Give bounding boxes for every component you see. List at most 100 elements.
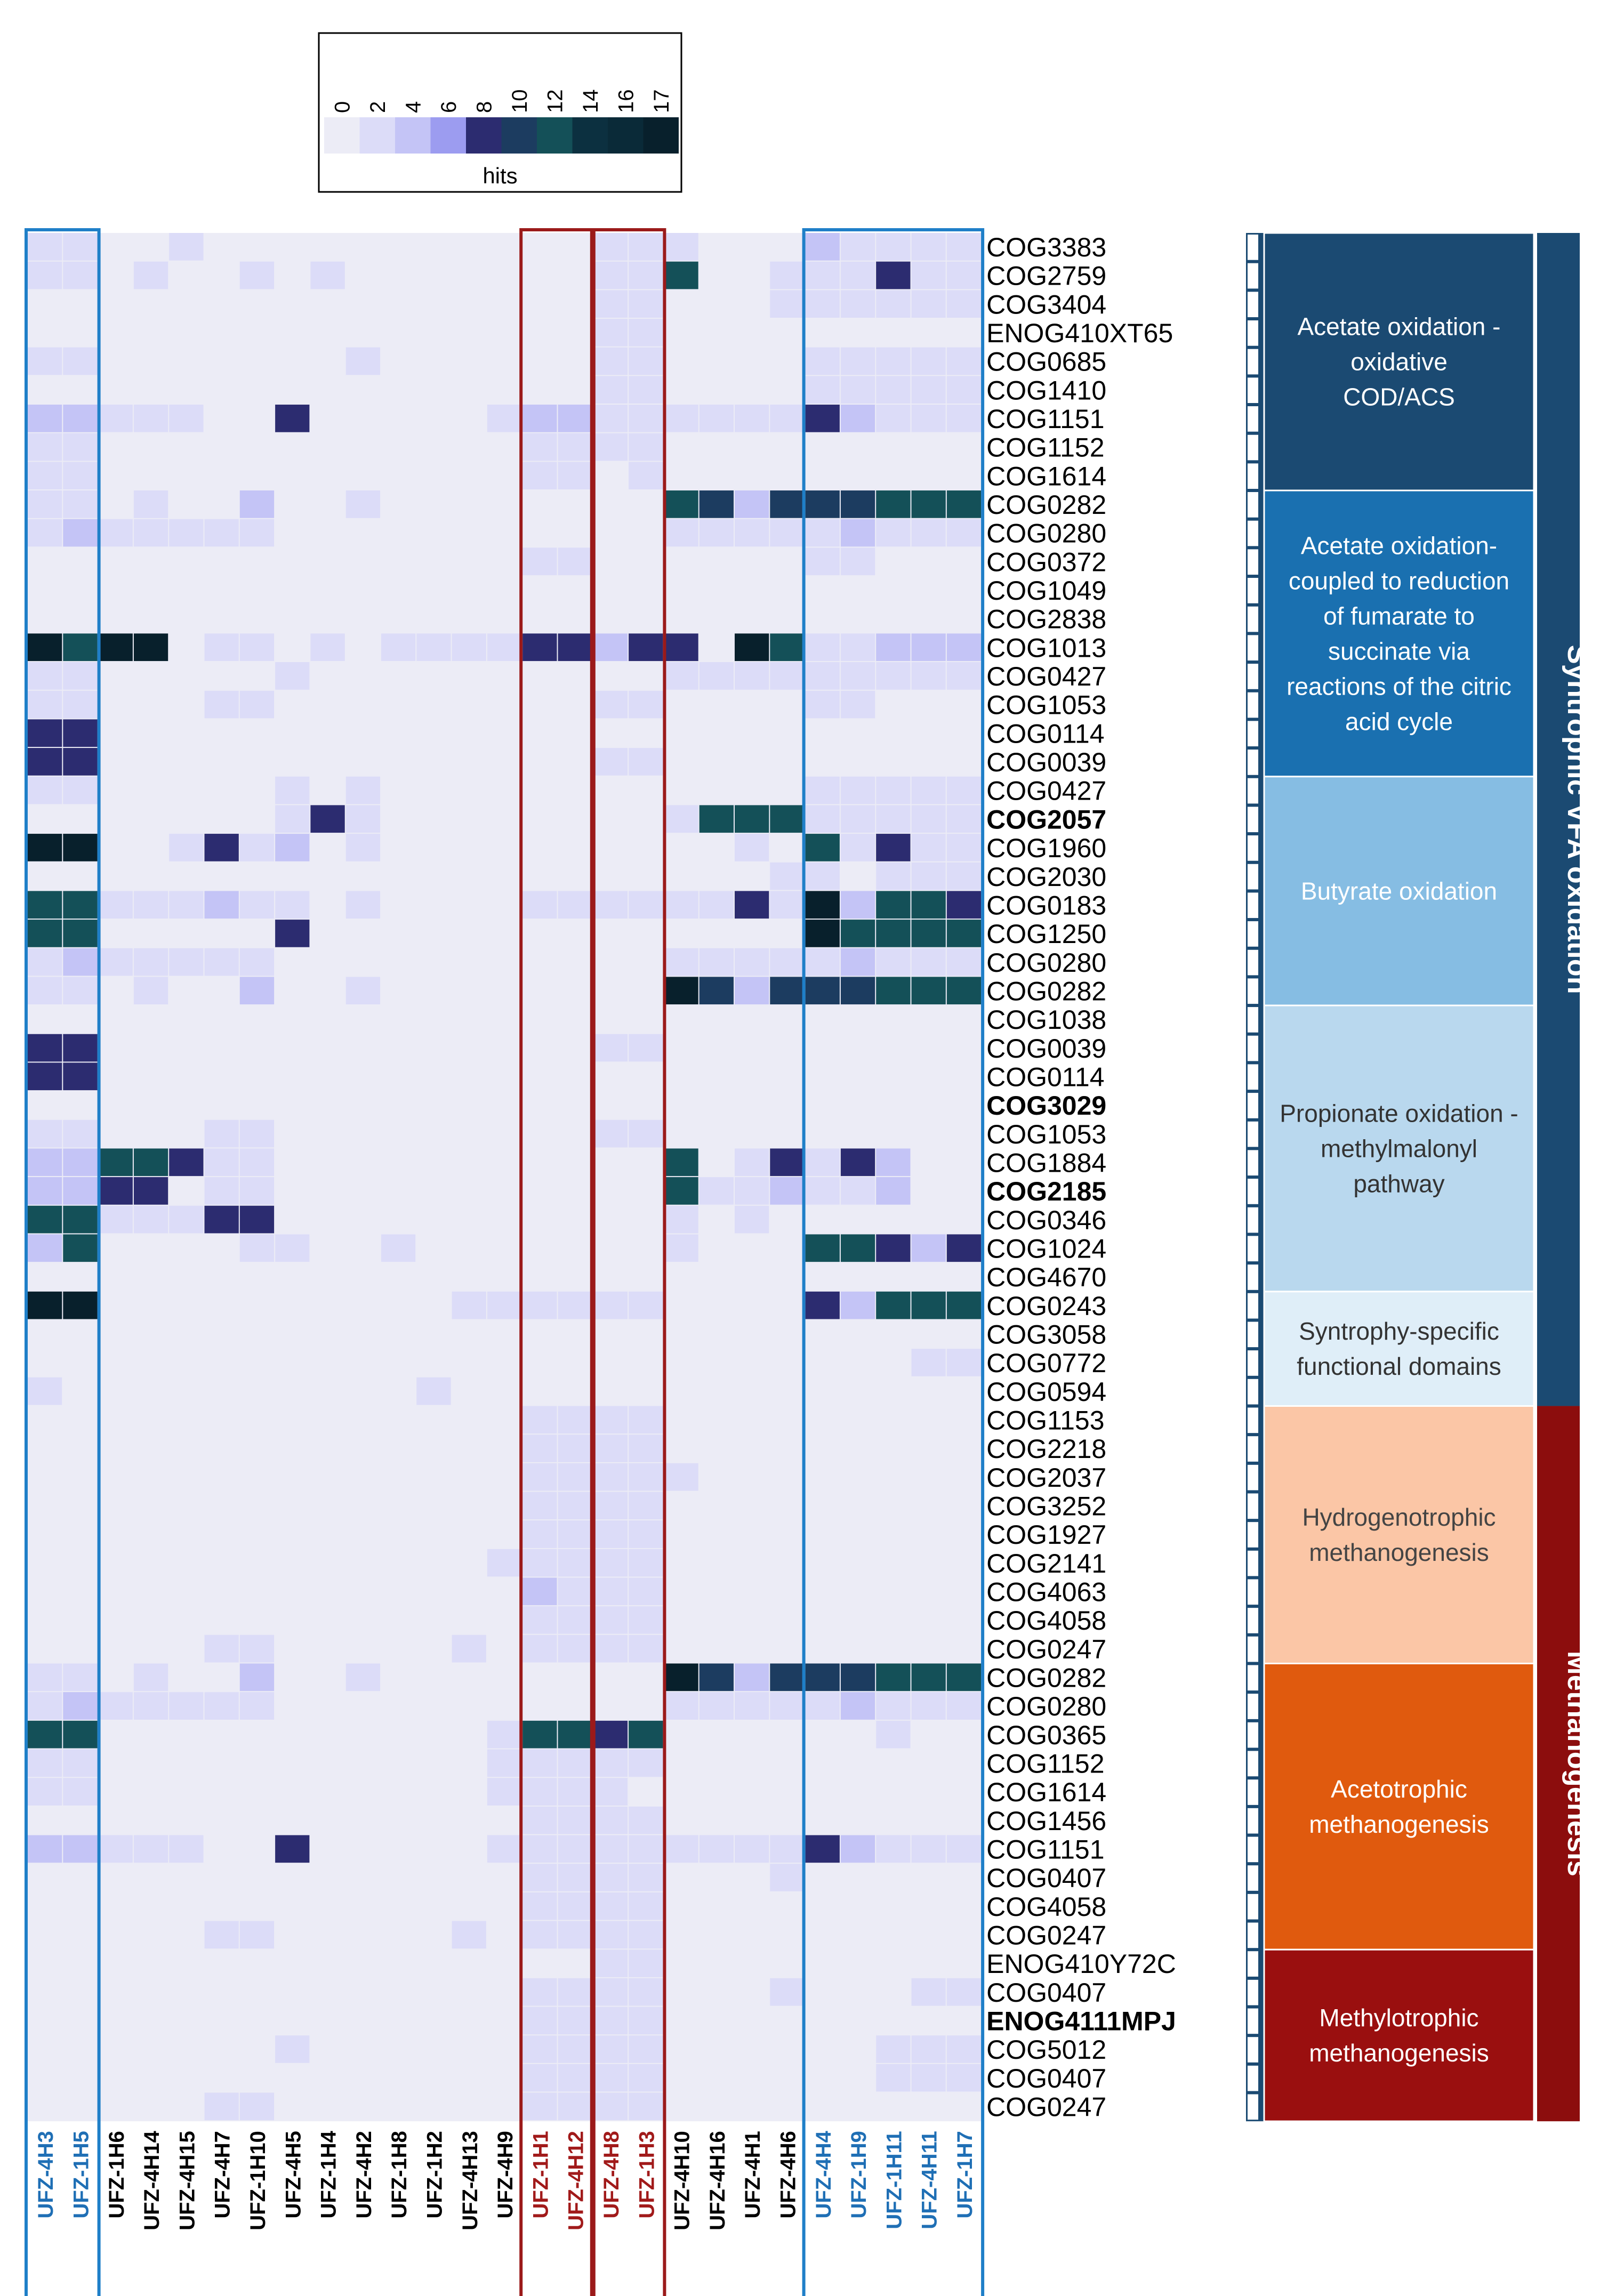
heatmap-cell [805,547,840,576]
heatmap-cell [275,891,310,919]
legend-title: hits [483,163,517,188]
heatmap-cell [452,891,486,919]
heatmap-cell [452,977,486,1005]
heatmap-cell [593,605,628,633]
heatmap-cell [275,776,310,804]
heatmap-cell [946,1692,982,1720]
heatmap-cell [629,547,663,576]
heatmap-cell [805,920,840,947]
heatmap-cell [416,1463,451,1491]
heatmap-cell [28,977,62,1005]
heatmap-cell [558,347,592,375]
heatmap-cell [416,1577,451,1606]
heatmap-cell [239,1463,275,1491]
heatmap-cell [805,1892,840,1920]
heatmap-cell [911,1692,946,1720]
category-tick [1248,1236,1258,1262]
heatmap-cell [275,2035,310,2063]
column-label: UFZ-1H2 [423,2131,446,2218]
heatmap-cell [63,490,98,518]
heatmap-cell [629,1463,663,1491]
heatmap-cell [840,1520,875,1548]
heatmap-cell [770,1949,805,1977]
row-label: COG0247 [986,1634,1106,1664]
heatmap-cell [63,433,98,461]
heatmap-cell [840,1377,875,1405]
heatmap-cell [805,1778,840,1806]
heatmap-cell [28,2092,62,2121]
heatmap-cell [629,1320,663,1348]
heatmap-cell [204,1463,239,1491]
heatmap-cell [629,1291,663,1319]
heatmap-cell [911,1921,946,1949]
heatmap-cell [381,1205,416,1234]
heatmap-cell [558,662,592,690]
heatmap-cell [345,1978,380,2006]
legend-tick-label: 2 [366,101,390,113]
heatmap-cell [840,1177,875,1205]
heatmap-cell [204,633,239,662]
heatmap-cell [558,376,592,404]
heatmap-cell [28,805,62,833]
heatmap-cell [699,290,734,318]
heatmap-cell [169,433,204,461]
heatmap-cell [310,1148,345,1177]
heatmap-cell [28,2064,62,2092]
heatmap-cell [98,1577,133,1606]
heatmap-cell [452,633,486,662]
heatmap-cell [98,1091,133,1119]
heatmap-cell [381,347,416,375]
heatmap-cell [770,405,805,432]
heatmap-cell [699,977,734,1005]
heatmap-cell [98,405,133,432]
heatmap-cell [522,1606,557,1634]
heatmap-cell [805,319,840,347]
heatmap-cell [522,1435,557,1462]
heatmap-cell [28,233,62,261]
heatmap-cell [310,719,345,747]
heatmap-cell [876,891,911,919]
heatmap-cell [770,1606,805,1634]
heatmap-cell [558,1177,592,1205]
category-tick [1248,1035,1258,1061]
heatmap-cell [699,1606,734,1634]
heatmap-cell [169,1234,204,1262]
heatmap-cell [416,462,451,490]
heatmap-cell [735,2007,769,2035]
heatmap-cell [63,1234,98,1262]
heatmap-cell [735,690,769,719]
category-tick [1248,892,1258,919]
heatmap-cell [593,405,628,432]
heatmap-cell [805,1606,840,1634]
heatmap-cell [735,1119,769,1148]
heatmap-cell [840,1606,875,1634]
heatmap-cell [629,1005,663,1033]
heatmap-cell [911,2092,946,2121]
heatmap-cell [735,1749,769,1777]
heatmap-cell [946,405,982,432]
heatmap-cell [558,605,592,633]
heatmap-cell [735,633,769,662]
heatmap-cell [204,1835,239,1863]
heatmap-cell [310,319,345,347]
heatmap-cell [275,748,310,776]
heatmap-cell [876,805,911,833]
heatmap-cell [98,776,133,804]
heatmap-cell [522,1234,557,1262]
heatmap-cell [699,1634,734,1663]
heatmap-cell [487,1034,522,1062]
heatmap-cell [840,948,875,976]
heatmap-cell [876,1005,911,1033]
heatmap-cell [735,1663,769,1691]
heatmap-cell [28,891,62,919]
heatmap-cell [487,1864,522,1891]
category-label: Acetate oxidation- [1301,531,1497,559]
heatmap-cell [204,719,239,747]
heatmap-cell [487,1263,522,1291]
heatmap-cell [452,1864,486,1891]
heatmap-cell [805,462,840,490]
heatmap-cell [416,1148,451,1177]
heatmap-cell [946,1949,982,1977]
heatmap-cell [381,748,416,776]
heatmap-cell [239,690,275,719]
